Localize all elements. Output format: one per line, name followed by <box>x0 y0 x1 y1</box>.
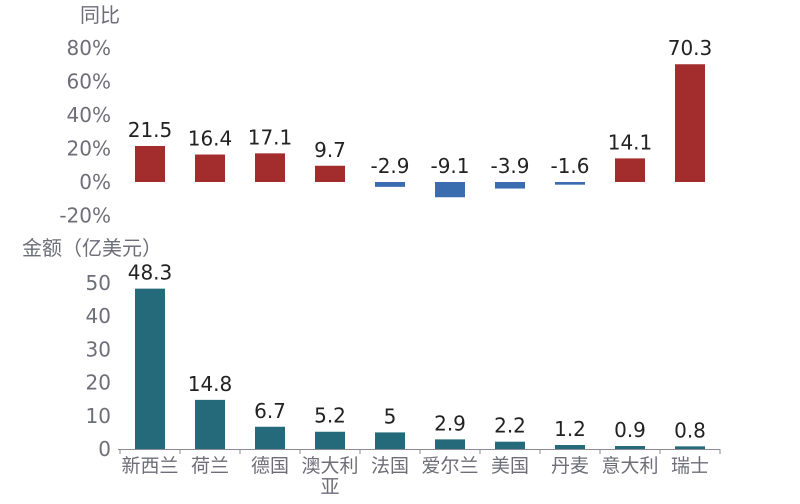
bar-yoy <box>255 153 285 182</box>
y-tick-label: 60% <box>67 70 111 94</box>
bar-yoy <box>675 64 705 182</box>
x-category-label: 法国 <box>371 455 409 477</box>
bottom-chart-title: 金额（亿美元） <box>22 236 162 260</box>
x-category-label: 荷兰 <box>191 455 229 477</box>
data-label: -1.6 <box>550 154 589 178</box>
bar-amount <box>135 288 165 449</box>
y-tick-label: 20% <box>67 137 111 161</box>
y-tick-label: 50 <box>86 271 111 295</box>
bar-amount <box>195 399 225 449</box>
bar-yoy <box>435 182 465 198</box>
y-tick-label: 40 <box>86 304 111 328</box>
bar-amount <box>375 432 405 449</box>
x-category-label: 德国 <box>251 455 289 477</box>
bar-amount <box>255 426 285 449</box>
y-tick-label: 80% <box>67 36 111 60</box>
x-category-label: 丹麦 <box>551 455 589 477</box>
y-tick-label: 0% <box>79 170 111 194</box>
data-label: 1.2 <box>554 417 586 441</box>
data-label: 14.8 <box>188 372 233 396</box>
y-tick-label: -20% <box>59 204 111 228</box>
bar-yoy <box>375 182 405 187</box>
bar-amount <box>495 441 525 449</box>
data-label: 16.4 <box>188 127 233 151</box>
y-tick-label: 40% <box>67 103 111 127</box>
x-category-label: 澳大利 <box>301 455 358 477</box>
data-label: 48.3 <box>128 261 173 285</box>
x-category-label: 意大利 <box>601 455 658 477</box>
x-category-label: 新西兰 <box>121 455 178 477</box>
data-label: 21.5 <box>128 118 173 142</box>
data-label: 6.7 <box>254 399 286 423</box>
bar-yoy <box>495 182 525 189</box>
x-category-label: 美国 <box>491 455 529 477</box>
x-category-label: 瑞士 <box>671 455 709 477</box>
bar-amount <box>555 445 585 449</box>
data-label: -9.1 <box>430 154 469 178</box>
data-label: 17.1 <box>248 125 293 149</box>
y-tick-label: 0 <box>98 437 111 461</box>
data-label: 5.2 <box>314 404 346 428</box>
bar-yoy <box>615 158 645 182</box>
bar-yoy <box>555 182 585 185</box>
data-label: -3.9 <box>490 154 529 178</box>
data-label: 9.7 <box>314 138 346 162</box>
x-category-label: 亚 <box>320 476 339 498</box>
bar-yoy <box>135 145 165 182</box>
y-tick-label: 30 <box>86 337 111 361</box>
data-label: 2.2 <box>494 414 526 438</box>
bar-yoy <box>195 154 225 182</box>
bar-amount <box>615 446 645 449</box>
data-label: 0.9 <box>614 418 646 442</box>
data-label: 70.3 <box>668 36 713 60</box>
data-label: 14.1 <box>608 130 653 154</box>
data-label: -2.9 <box>370 154 409 178</box>
top-chart-title: 同比 <box>80 3 120 27</box>
data-label: 5 <box>384 404 397 428</box>
bar-yoy <box>315 165 345 182</box>
bar-amount <box>675 446 705 449</box>
y-tick-label: 20 <box>86 371 111 395</box>
data-label: 0.8 <box>674 418 706 442</box>
bar-amount <box>315 431 345 449</box>
data-label: 2.9 <box>434 411 466 435</box>
bar-amount <box>435 439 465 449</box>
x-category-label: 爱尔兰 <box>421 455 478 477</box>
y-tick-label: 10 <box>86 404 111 428</box>
